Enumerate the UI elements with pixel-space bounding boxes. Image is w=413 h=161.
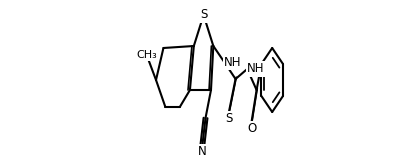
Text: S: S [225, 112, 233, 125]
Text: CH₃: CH₃ [136, 50, 157, 60]
Text: N: N [198, 145, 207, 158]
Text: NH: NH [224, 56, 242, 68]
Text: NH: NH [247, 62, 265, 76]
Text: O: O [247, 122, 256, 135]
Text: S: S [200, 9, 207, 22]
